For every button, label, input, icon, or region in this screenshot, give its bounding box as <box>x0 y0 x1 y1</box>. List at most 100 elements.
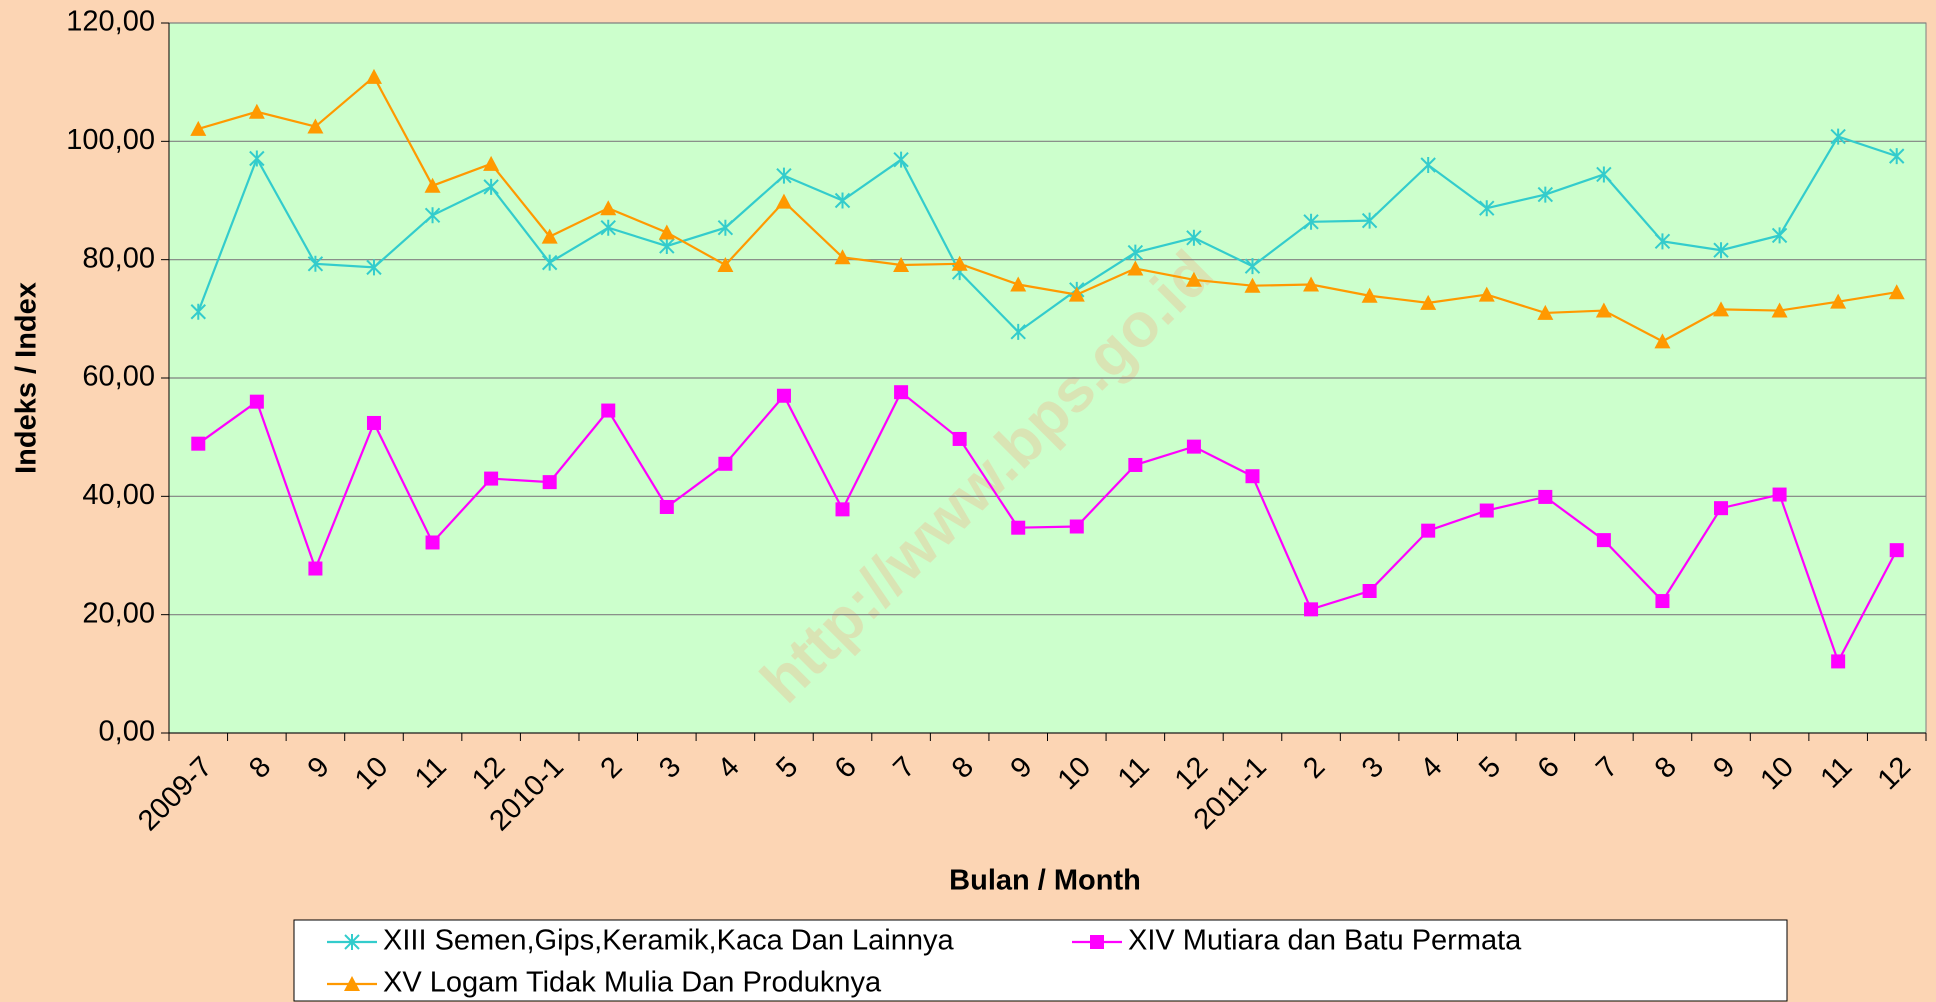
data-point <box>1595 302 1612 318</box>
data-point <box>1011 520 1026 535</box>
data-point <box>1771 227 1788 244</box>
data-point <box>1245 469 1260 484</box>
data-point <box>1537 186 1554 203</box>
data-point <box>1888 284 1905 300</box>
data-point <box>1830 293 1847 309</box>
data-point <box>1772 487 1787 502</box>
data-point <box>1537 304 1554 320</box>
data-point <box>1655 594 1670 609</box>
data-point <box>542 475 557 490</box>
legend-marker <box>344 976 360 991</box>
data-point <box>308 561 323 576</box>
data-point <box>600 219 616 236</box>
data-point <box>658 224 675 240</box>
data-point <box>191 436 206 451</box>
data-point <box>1479 503 1494 518</box>
data-point <box>1361 212 1378 229</box>
data-point <box>834 249 851 265</box>
data-point <box>600 200 617 216</box>
data-point <box>424 177 441 193</box>
y-tick-label: 100,00 <box>66 124 155 156</box>
data-point <box>424 207 441 224</box>
data-point <box>1771 302 1788 318</box>
y-tick-label: 40,00 <box>82 479 155 511</box>
y-tick-label: 20,00 <box>82 597 155 629</box>
data-point <box>601 403 616 418</box>
data-point <box>1304 602 1319 617</box>
legend-label: XIII Semen,Gips,Keramik,Kaca Dan Lainnya <box>383 925 954 957</box>
data-point <box>1889 148 1905 165</box>
data-point <box>1244 277 1261 293</box>
data-point <box>1596 166 1612 183</box>
data-point <box>775 193 792 209</box>
data-point <box>1127 244 1144 261</box>
y-tick-label: 0,00 <box>99 716 155 748</box>
data-point <box>894 385 909 400</box>
data-point <box>1713 301 1730 317</box>
data-point <box>1185 271 1202 287</box>
data-point <box>1478 286 1495 302</box>
data-point <box>1830 128 1846 145</box>
data-point <box>1010 323 1026 340</box>
data-point <box>1654 333 1671 349</box>
data-point <box>1831 654 1846 669</box>
data-point <box>1303 276 1320 292</box>
legend-marker <box>344 934 360 950</box>
data-point <box>1128 457 1143 472</box>
series-line <box>197 75 1897 343</box>
data-point <box>249 150 265 167</box>
data-point <box>366 415 381 430</box>
data-point <box>1654 233 1671 250</box>
data-point <box>1421 523 1436 538</box>
legend-label: XIV Mutiara dan Batu Permata <box>1128 925 1522 957</box>
data-point <box>248 103 265 119</box>
data-point <box>249 394 264 409</box>
data-point <box>307 255 324 272</box>
data-point <box>1889 543 1904 558</box>
y-axis-title: Indeks / Index <box>11 282 43 474</box>
legend <box>293 919 1788 1002</box>
data-point <box>307 118 324 134</box>
data-point <box>893 256 910 272</box>
data-point <box>1420 294 1437 310</box>
data-point <box>776 388 791 403</box>
legend-label: XV Logam Tidak Mulia Dan Produknya <box>383 967 882 999</box>
series-line <box>197 390 1898 665</box>
x-axis-title: Bulan / Month <box>949 865 1141 897</box>
data-point <box>365 68 382 84</box>
data-point <box>190 120 207 136</box>
data-point <box>1127 260 1144 276</box>
data-point <box>1186 439 1201 454</box>
legend-marker <box>1090 935 1104 949</box>
data-point <box>1186 229 1202 246</box>
data-point <box>484 471 499 486</box>
y-tick-label: 120,00 <box>66 6 155 38</box>
data-point <box>1538 489 1553 504</box>
y-tick-label: 60,00 <box>82 361 155 393</box>
data-point <box>1010 276 1027 292</box>
series-line <box>197 135 1898 334</box>
y-tick-label: 80,00 <box>82 242 155 274</box>
data-point <box>541 254 558 271</box>
data-point <box>717 256 734 272</box>
data-point <box>1479 200 1495 217</box>
data-point <box>1420 157 1436 173</box>
data-point <box>1244 258 1261 275</box>
data-point <box>483 155 500 171</box>
data-point <box>483 178 499 195</box>
data-point <box>659 499 674 514</box>
data-point <box>541 228 558 244</box>
data-point <box>893 151 909 168</box>
data-point <box>366 259 382 276</box>
data-point <box>659 238 675 255</box>
data-point <box>834 192 851 209</box>
data-point <box>1303 213 1319 230</box>
data-point <box>952 431 967 446</box>
data-point <box>776 167 792 184</box>
data-point <box>717 219 734 236</box>
data-point <box>1361 287 1378 303</box>
data-point <box>1713 242 1729 259</box>
data-point <box>425 535 440 550</box>
data-point <box>1068 286 1085 302</box>
